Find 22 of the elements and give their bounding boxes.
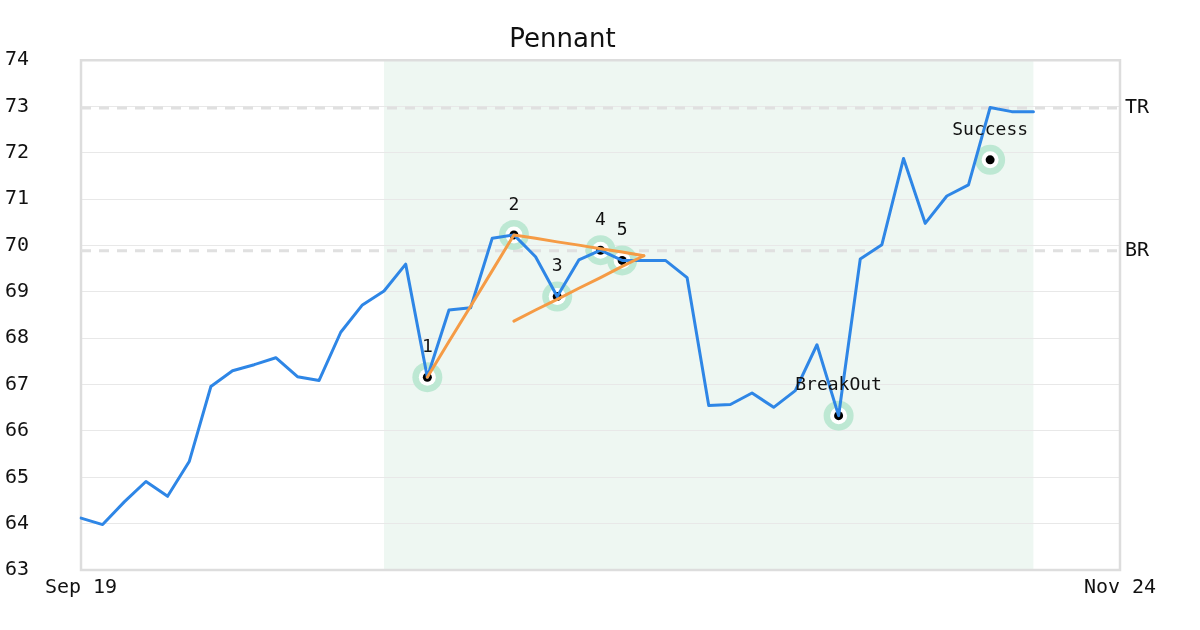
y-tick-label: 65	[5, 463, 30, 488]
y-tick-label: 66	[5, 417, 30, 442]
x-tick-label: Sep 19	[44, 574, 118, 599]
y-tick-label: 73	[5, 92, 30, 117]
series-label: 2	[508, 192, 520, 214]
y-tick-label: 64	[5, 509, 30, 534]
y-tick-label: 68	[5, 324, 30, 349]
y-tick-label: 63	[5, 556, 30, 581]
series-label: 5	[616, 218, 628, 240]
series-label: 4	[595, 207, 606, 229]
x-tick-label: Nov 24	[1083, 574, 1157, 599]
y-tick-label: 71	[5, 185, 30, 210]
y-tick-label: 69	[5, 278, 30, 303]
chart-title: Pennant	[509, 23, 616, 54]
series-label: 1	[421, 334, 433, 356]
y-tick-label: 74	[5, 46, 30, 71]
ref-line-label: TR	[1125, 94, 1151, 119]
ref-line-label: BR	[1125, 236, 1151, 261]
y-tick-label: 70	[5, 231, 30, 256]
series-label: 3	[551, 254, 563, 276]
y-tick-label: 67	[5, 370, 30, 395]
y-tick-label: 72	[5, 139, 30, 164]
